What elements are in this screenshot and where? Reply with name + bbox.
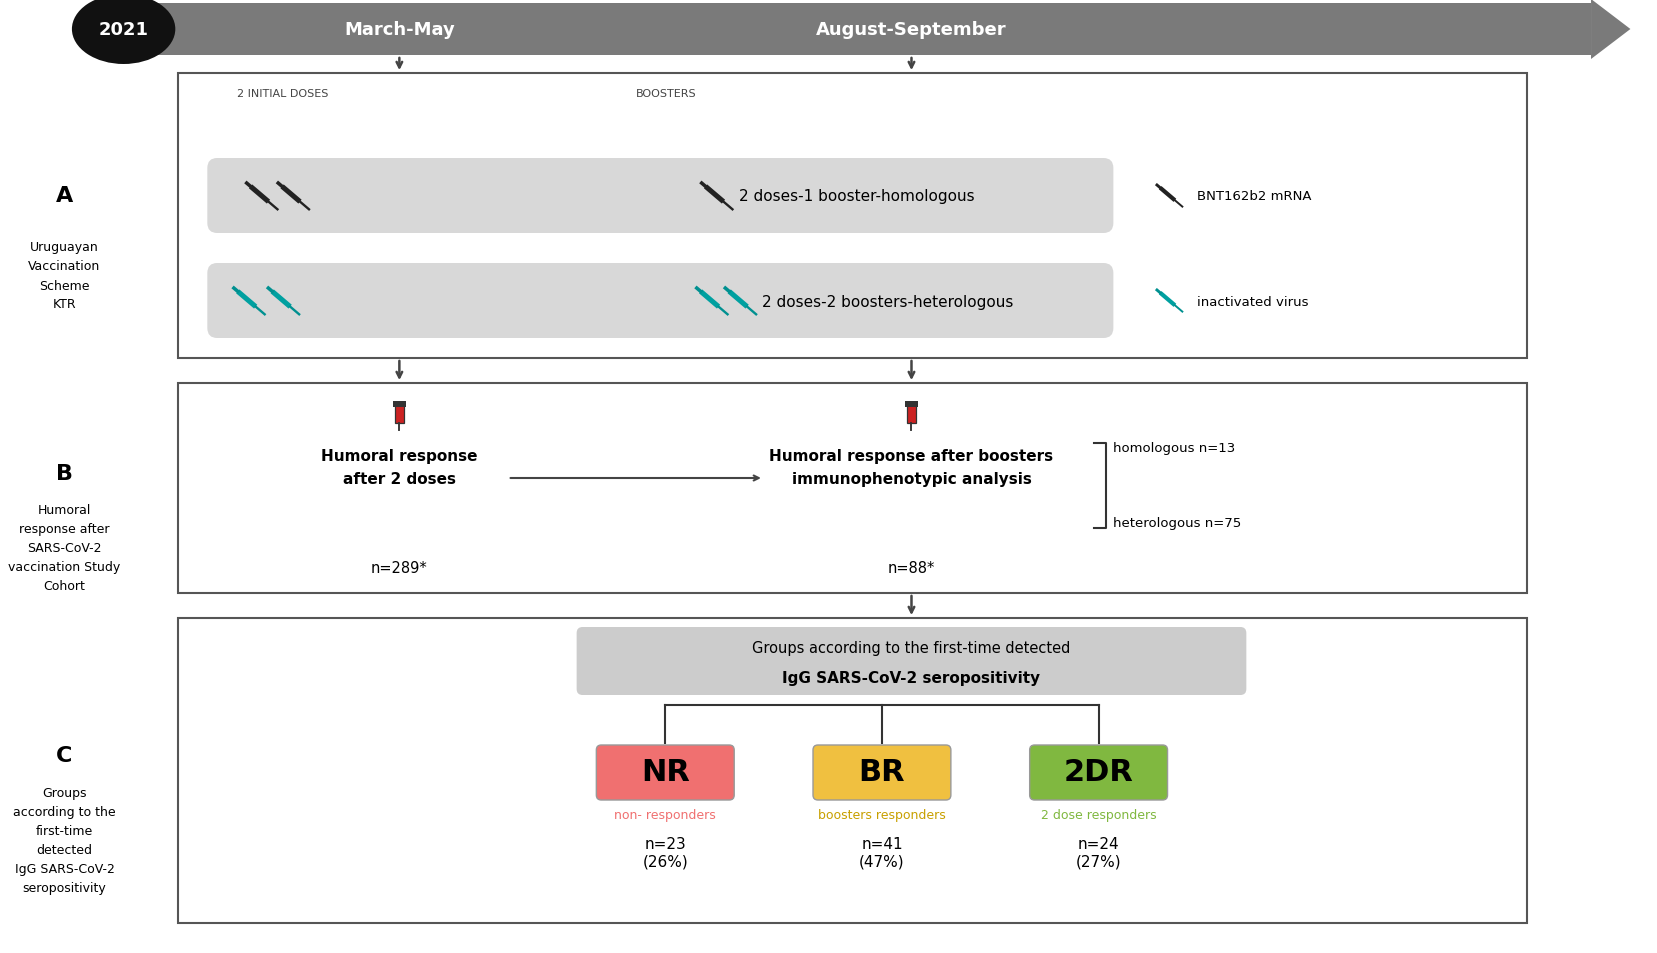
Polygon shape xyxy=(235,290,257,310)
FancyBboxPatch shape xyxy=(207,264,1114,338)
Text: BR: BR xyxy=(858,758,905,786)
Text: March-May: March-May xyxy=(343,21,454,39)
FancyBboxPatch shape xyxy=(577,627,1246,696)
Text: n=41: n=41 xyxy=(860,836,901,851)
Text: August-September: August-September xyxy=(815,21,1006,39)
Text: IgG SARS-CoV-2 seropositivity: IgG SARS-CoV-2 seropositivity xyxy=(782,670,1041,685)
Polygon shape xyxy=(704,185,724,204)
Bar xyxy=(906,404,915,423)
Text: (26%): (26%) xyxy=(641,854,688,869)
Text: A: A xyxy=(56,186,73,206)
Text: immunophenotypic analysis: immunophenotypic analysis xyxy=(790,472,1031,486)
Bar xyxy=(393,402,406,407)
Text: 2 doses-1 booster-homologous: 2 doses-1 booster-homologous xyxy=(739,190,974,204)
Polygon shape xyxy=(1158,292,1175,308)
Ellipse shape xyxy=(71,0,176,65)
Bar xyxy=(177,618,1526,923)
Text: Groups according to the first-time detected: Groups according to the first-time detec… xyxy=(752,639,1070,655)
Text: BOOSTERS: BOOSTERS xyxy=(635,89,696,99)
Text: (27%): (27%) xyxy=(1075,854,1120,869)
Text: 2 doses-2 boosters-heterologous: 2 doses-2 boosters-heterologous xyxy=(761,294,1012,309)
Text: C: C xyxy=(56,745,73,765)
FancyBboxPatch shape xyxy=(1029,745,1167,801)
Polygon shape xyxy=(1591,0,1629,60)
Text: after 2 doses: after 2 doses xyxy=(343,472,456,486)
Text: inactivated virus: inactivated virus xyxy=(1196,295,1307,308)
Text: n=289*: n=289* xyxy=(371,560,428,576)
Bar xyxy=(99,4,1591,56)
Polygon shape xyxy=(270,290,292,310)
Bar xyxy=(905,402,916,407)
Text: 2021: 2021 xyxy=(98,21,149,39)
Text: 2DR: 2DR xyxy=(1064,758,1133,786)
Text: BNT162b2 mRNA: BNT162b2 mRNA xyxy=(1196,191,1311,203)
FancyBboxPatch shape xyxy=(207,159,1114,233)
Text: 2 dose responders: 2 dose responders xyxy=(1041,808,1155,821)
Text: n=23: n=23 xyxy=(645,836,686,851)
FancyBboxPatch shape xyxy=(597,745,734,801)
Bar xyxy=(177,384,1526,594)
Text: NR: NR xyxy=(641,758,689,786)
Text: homologous n=13: homologous n=13 xyxy=(1114,442,1234,455)
Text: n=88*: n=88* xyxy=(886,560,935,576)
Text: 2 INITIAL DOSES: 2 INITIAL DOSES xyxy=(237,89,328,99)
Text: Humoral response after boosters: Humoral response after boosters xyxy=(769,449,1052,463)
Polygon shape xyxy=(727,290,749,310)
Text: Uruguayan
Vaccination
Scheme
KTR: Uruguayan Vaccination Scheme KTR xyxy=(28,241,101,312)
Bar xyxy=(394,404,404,423)
FancyBboxPatch shape xyxy=(812,745,951,801)
Polygon shape xyxy=(1158,187,1175,203)
Text: heterologous n=75: heterologous n=75 xyxy=(1114,517,1241,530)
Polygon shape xyxy=(280,185,302,204)
Text: Humoral response: Humoral response xyxy=(321,449,477,463)
Text: B: B xyxy=(56,463,73,483)
Bar xyxy=(177,74,1526,358)
Polygon shape xyxy=(699,290,719,310)
Text: non- responders: non- responders xyxy=(615,808,716,821)
Text: Humoral
response after
SARS-CoV-2
vaccination Study
Cohort: Humoral response after SARS-CoV-2 vaccin… xyxy=(8,504,121,593)
Text: (47%): (47%) xyxy=(858,854,905,869)
Text: Groups
according to the
first-time
detected
IgG SARS-CoV-2
seropositivity: Groups according to the first-time detec… xyxy=(13,786,116,895)
Text: boosters responders: boosters responders xyxy=(817,808,944,821)
Text: n=24: n=24 xyxy=(1077,836,1118,851)
Polygon shape xyxy=(249,185,270,204)
